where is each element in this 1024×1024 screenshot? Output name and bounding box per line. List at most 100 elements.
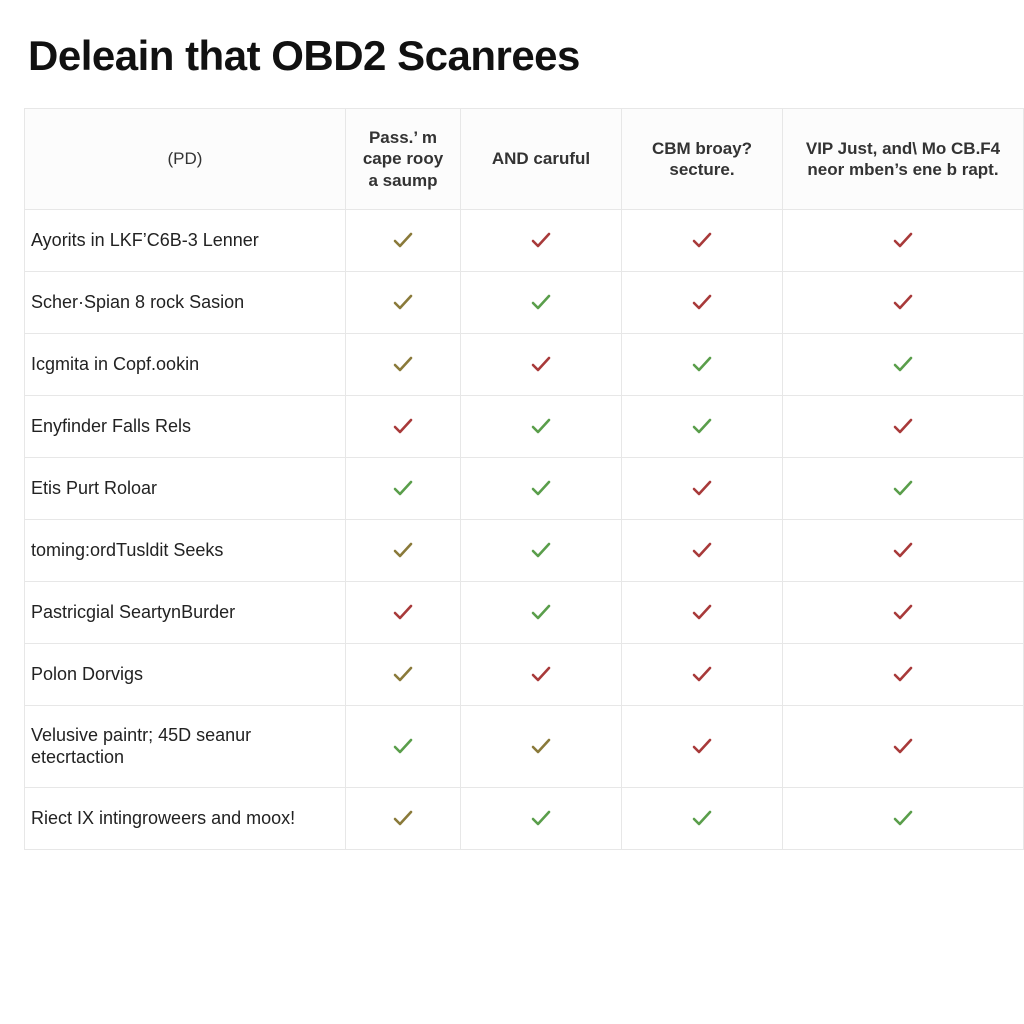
column-header-4: VIP Just, and\ Mo CB.F4 neor mben’s ene … — [783, 109, 1024, 210]
table-header-row: (PD) Pass.’ m cape rooy a saump AND caru… — [25, 109, 1024, 210]
checkmark-icon — [391, 662, 415, 686]
checkmark-icon — [690, 806, 714, 830]
checkmark-icon — [690, 476, 714, 500]
checkmark-icon — [690, 734, 714, 758]
table-row: Enyfinder Falls Rels — [25, 395, 1024, 457]
checkmark-icon — [690, 662, 714, 686]
check-cell — [783, 787, 1024, 849]
check-cell — [622, 787, 783, 849]
check-cell — [783, 643, 1024, 705]
check-cell — [461, 395, 622, 457]
table-row: Etis Purt Roloar — [25, 457, 1024, 519]
checkmark-icon — [891, 414, 915, 438]
page-title: Deleain that OBD2 Scanrees — [24, 32, 1024, 80]
checkmark-icon — [391, 352, 415, 376]
checkmark-icon — [690, 228, 714, 252]
check-cell — [461, 705, 622, 787]
checkmark-icon — [391, 228, 415, 252]
row-label: Riect IX intingroweers and moox! — [25, 787, 346, 849]
row-label: Polon Dorvigs — [25, 643, 346, 705]
check-cell — [346, 581, 461, 643]
checkmark-icon — [529, 538, 553, 562]
checkmark-icon — [690, 538, 714, 562]
column-header-1: Pass.’ m cape rooy a saump — [346, 109, 461, 210]
checkmark-icon — [891, 476, 915, 500]
check-cell — [783, 705, 1024, 787]
check-cell — [461, 643, 622, 705]
checkmark-icon — [529, 662, 553, 686]
check-cell — [461, 333, 622, 395]
check-cell — [622, 395, 783, 457]
check-cell — [622, 705, 783, 787]
checkmark-icon — [690, 290, 714, 314]
checkmark-icon — [529, 290, 553, 314]
check-cell — [346, 271, 461, 333]
check-cell — [461, 787, 622, 849]
check-cell — [346, 643, 461, 705]
row-label: toming:ordTusldit Seeks — [25, 519, 346, 581]
checkmark-icon — [529, 476, 553, 500]
checkmark-icon — [391, 734, 415, 758]
checkmark-icon — [690, 352, 714, 376]
row-label: Velusive paintr; 45D seanur etecrtaction — [25, 705, 346, 787]
check-cell — [783, 333, 1024, 395]
check-cell — [783, 209, 1024, 271]
checkmark-icon — [529, 600, 553, 624]
row-label: Pastricgial SeartynBurder — [25, 581, 346, 643]
check-cell — [622, 271, 783, 333]
table-row: Velusive paintr; 45D seanur etecrtaction — [25, 705, 1024, 787]
checkmark-icon — [391, 538, 415, 562]
table-row: Icgmita in Copf.ookin — [25, 333, 1024, 395]
checkmark-icon — [690, 600, 714, 624]
table-row: Polon Dorvigs — [25, 643, 1024, 705]
check-cell — [783, 395, 1024, 457]
check-cell — [346, 457, 461, 519]
checkmark-icon — [891, 806, 915, 830]
check-cell — [461, 209, 622, 271]
check-cell — [622, 333, 783, 395]
checkmark-icon — [891, 352, 915, 376]
checkmark-icon — [891, 538, 915, 562]
checkmark-icon — [529, 806, 553, 830]
check-cell — [783, 457, 1024, 519]
check-cell — [622, 457, 783, 519]
checkmark-icon — [891, 734, 915, 758]
checkmark-icon — [391, 600, 415, 624]
checkmark-icon — [529, 734, 553, 758]
checkmark-icon — [391, 806, 415, 830]
table-row: toming:ordTusldit Seeks — [25, 519, 1024, 581]
check-cell — [622, 519, 783, 581]
table-row: Scher·Spian 8 rock Sasion — [25, 271, 1024, 333]
check-cell — [783, 519, 1024, 581]
table-row: Pastricgial SeartynBurder — [25, 581, 1024, 643]
row-label: Scher·Spian 8 rock Sasion — [25, 271, 346, 333]
check-cell — [346, 209, 461, 271]
checkmark-icon — [391, 414, 415, 438]
row-label: Enyfinder Falls Rels — [25, 395, 346, 457]
feature-comparison-table: (PD) Pass.’ m cape rooy a saump AND caru… — [24, 108, 1024, 850]
check-cell — [461, 519, 622, 581]
check-cell — [461, 271, 622, 333]
column-header-3: CBM broay? secture. — [622, 109, 783, 210]
checkmark-icon — [891, 600, 915, 624]
row-label: Icgmita in Copf.ookin — [25, 333, 346, 395]
checkmark-icon — [529, 228, 553, 252]
check-cell — [622, 643, 783, 705]
check-cell — [783, 271, 1024, 333]
check-cell — [622, 209, 783, 271]
checkmark-icon — [529, 414, 553, 438]
check-cell — [783, 581, 1024, 643]
checkmark-icon — [391, 476, 415, 500]
check-cell — [461, 457, 622, 519]
row-label: Ayorits in LKF’C6B-3 Lenner — [25, 209, 346, 271]
check-cell — [346, 333, 461, 395]
checkmark-icon — [690, 414, 714, 438]
checkmark-icon — [529, 352, 553, 376]
checkmark-icon — [891, 228, 915, 252]
check-cell — [346, 705, 461, 787]
checkmark-icon — [891, 662, 915, 686]
check-cell — [346, 395, 461, 457]
check-cell — [461, 581, 622, 643]
row-label: Etis Purt Roloar — [25, 457, 346, 519]
table-row: Riect IX intingroweers and moox! — [25, 787, 1024, 849]
